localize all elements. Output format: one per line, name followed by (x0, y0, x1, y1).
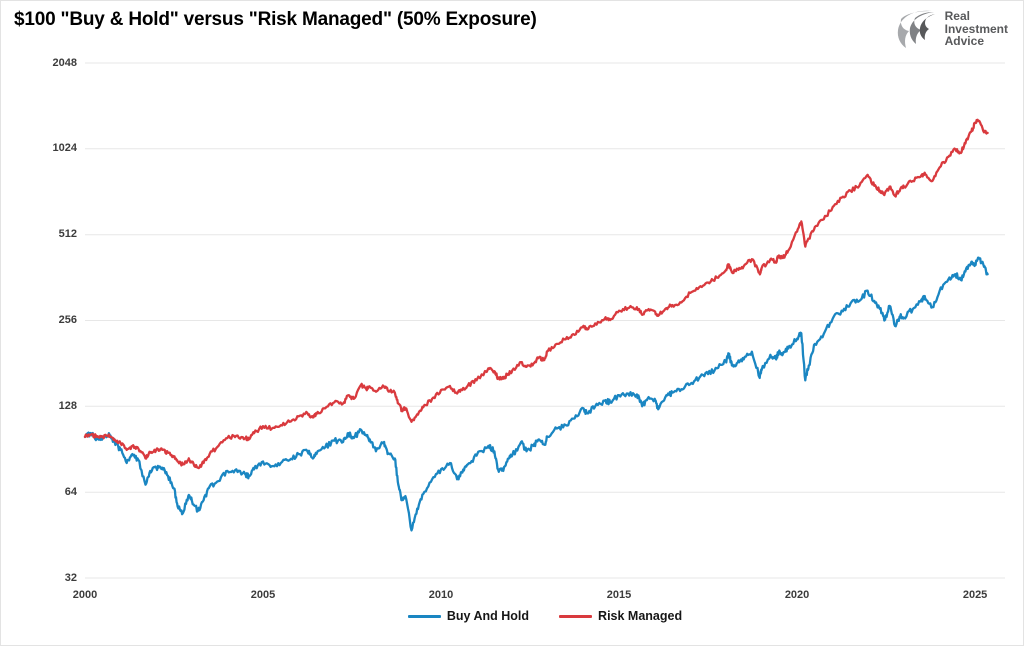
x-tick-label: 2020 (784, 589, 810, 601)
eagle-icon (897, 10, 935, 49)
risk-managed-swatch (559, 614, 593, 618)
y-tick-label: 128 (58, 399, 77, 412)
legend: Buy And Hold Risk Managed (85, 609, 1005, 623)
y-tick-label: 32 (64, 571, 77, 584)
chart-title: $100 "Buy & Hold" versus "Risk Managed" … (14, 9, 537, 30)
x-tick-label: 2005 (250, 589, 276, 601)
buy-and-hold-line (83, 256, 989, 532)
buy-and-hold-label: Buy And Hold (446, 609, 530, 623)
legend-item-risk-managed: Risk Managed (559, 609, 682, 623)
logo-line-1: Real (944, 9, 970, 24)
x-tick-label: 2000 (72, 589, 98, 601)
y-tick-label: 64 (64, 485, 77, 498)
logo-text: Real Investment Advice (945, 10, 1008, 48)
risk-managed-line (83, 118, 989, 470)
y-tick-label: 256 (58, 314, 77, 326)
buy-and-hold-swatch (407, 614, 441, 618)
y-tick-label: 2048 (52, 56, 77, 69)
y-tick-label: 1024 (52, 142, 77, 155)
logo-line-3: Advice (944, 34, 984, 49)
x-tick-label: 2010 (428, 589, 454, 601)
x-tick-label: 2025 (962, 589, 988, 601)
risk-managed-label: Risk Managed (598, 609, 683, 623)
x-tick-label: 2015 (606, 589, 632, 601)
logo-line-2: Investment (944, 21, 1008, 36)
y-tick-label: 512 (58, 228, 77, 241)
legend-item-buy-and-hold: Buy And Hold (407, 609, 530, 623)
real-investment-advice-logo: Real Investment Advice (894, 8, 1008, 50)
